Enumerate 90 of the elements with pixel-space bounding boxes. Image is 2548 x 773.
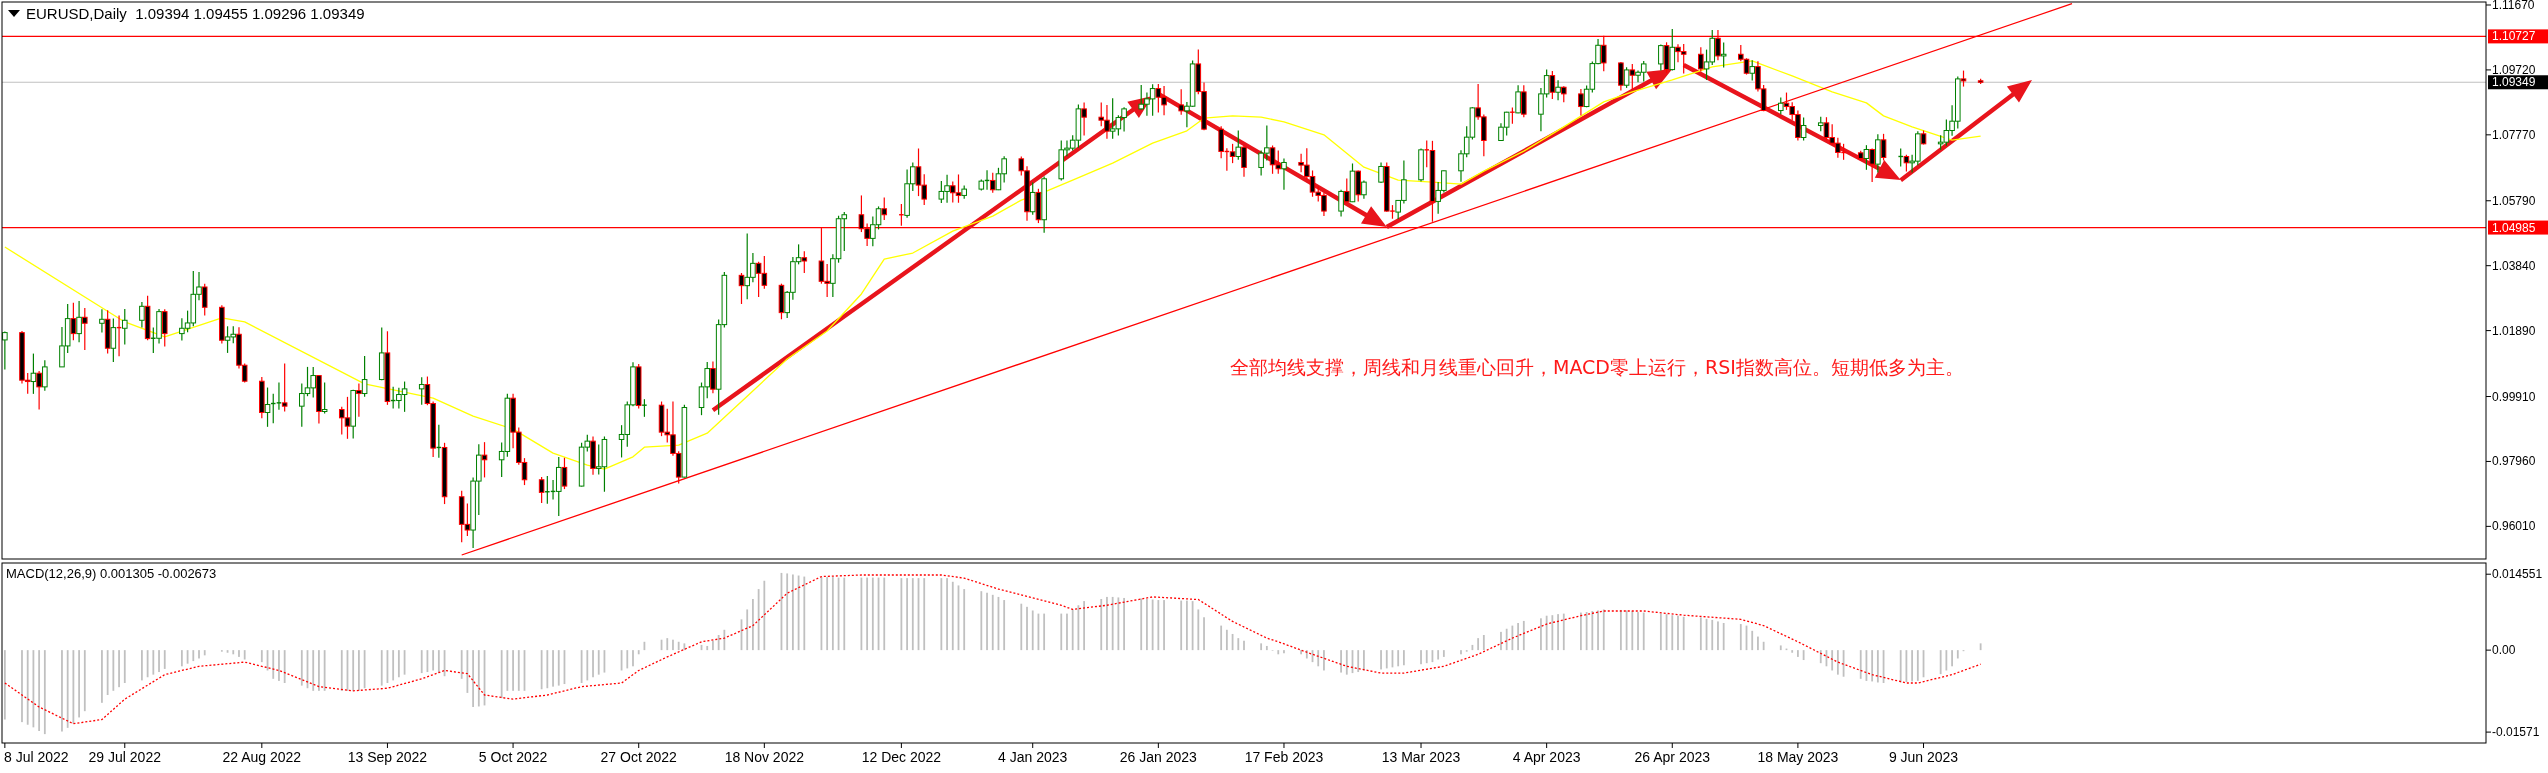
candlestick	[1361, 179, 1367, 200]
candlestick	[1800, 116, 1807, 142]
y-tick-label: 0.014551	[2492, 567, 2543, 582]
candlestick	[1863, 144, 1870, 171]
candlestick	[418, 376, 425, 406]
chart-title: EURUSD,Daily 1.09394 1.09455 1.09296 1.09349	[26, 5, 365, 22]
candlestick	[121, 308, 128, 346]
candlestick	[1658, 44, 1664, 72]
candlestick	[1549, 70, 1556, 100]
x-tick-label: 4 Apr 2023	[1512, 749, 1581, 765]
y-tick-label: 0.97960	[2492, 454, 2536, 469]
ref-line-label: 1.09349	[2492, 75, 2536, 90]
candlestick	[30, 352, 37, 395]
candlestick	[1623, 66, 1630, 89]
candlestick	[321, 381, 328, 415]
candlestick	[110, 318, 117, 363]
candlestick	[1880, 133, 1887, 162]
candlestick	[99, 308, 105, 334]
ref-line-label: 1.10727	[2492, 29, 2536, 44]
x-tick-label: 4 Jan 2023	[998, 749, 1068, 765]
candlestick	[801, 250, 808, 274]
y-tick-label: -0.01571	[2492, 725, 2540, 740]
x-tick-label: 26 Apr 2023	[1634, 749, 1711, 765]
candlestick	[1618, 61, 1624, 92]
candlestick	[881, 196, 888, 221]
x-tick-label: 26 Jan 2023	[1119, 749, 1198, 765]
line-series	[4, 60, 1982, 470]
chart-title: MACD(12,26,9) 0.001305 -0.002673	[6, 566, 217, 581]
candlestick	[1869, 147, 1875, 183]
candlestick	[1663, 41, 1670, 74]
candlestick	[161, 308, 168, 348]
candlestick	[1235, 129, 1242, 161]
candlestick	[1578, 88, 1584, 117]
ref-line-label: 1.04985	[2492, 220, 2536, 235]
candlestick	[356, 382, 362, 418]
candlestick	[82, 307, 88, 351]
x-tick-label: 18 May 2023	[1757, 749, 1839, 765]
x-tick-label: 29 Jul 2022	[88, 749, 162, 765]
y-tick-label: 0.99910	[2492, 389, 2536, 404]
candlestick	[1281, 157, 1287, 191]
candlestick	[42, 359, 48, 392]
y-tick-label: 1.01890	[2492, 323, 2536, 338]
candlestick	[2, 331, 8, 371]
candlestick	[555, 456, 562, 517]
candlestick	[36, 370, 42, 411]
candlestick	[275, 381, 282, 411]
candlestick	[561, 457, 568, 490]
candlestick	[1720, 42, 1727, 69]
candlestick	[281, 362, 288, 413]
x-tick-label: 12 Dec 2022	[861, 749, 942, 765]
candlestick	[264, 386, 271, 428]
candlestick	[710, 360, 716, 394]
y-tick-label: 1.05790	[2492, 193, 2536, 208]
x-tick-label: 18 Nov 2022	[724, 749, 805, 765]
candlestick	[1081, 101, 1087, 137]
candlestick	[989, 172, 996, 194]
candlestick	[1515, 84, 1521, 114]
x-tick-label: 8 Jul 2022	[4, 749, 69, 765]
candlestick	[1555, 79, 1561, 101]
candlestick	[139, 301, 145, 329]
candlestick	[1241, 144, 1247, 178]
candlestick	[481, 441, 488, 479]
y-tick-label: 1.09720	[2492, 62, 2536, 77]
x-tick-label: 22 Aug 2022	[222, 749, 302, 765]
x-tick-label: 13 Mar 2023	[1381, 749, 1461, 765]
candlestick	[1698, 46, 1704, 73]
annotation: 全部均线支撑，周线和月线重心回升，MACD零上运行，RSI指数高位。短期低多为主。	[1230, 356, 1964, 378]
x-tick-label: 27 Oct 2022	[600, 749, 678, 765]
y-tick-label: 0.00	[2492, 643, 2516, 658]
candlestick	[1669, 28, 1676, 72]
candlestick	[1338, 189, 1344, 218]
candlestick	[1629, 63, 1636, 90]
candlestick	[1229, 143, 1236, 164]
y-tick-label: 1.11670	[2492, 0, 2535, 12]
x-tick-label: 5 Oct 2022	[478, 749, 548, 765]
x-tick-label: 13 Sep 2022	[347, 749, 428, 765]
candlestick	[76, 300, 82, 343]
x-tick-label: 17 Feb 2023	[1244, 749, 1324, 765]
candlestick	[538, 476, 545, 504]
x-tick-label: 9 Jun 2023	[1888, 749, 1959, 765]
y-tick-label: 1.07770	[2492, 127, 2536, 142]
candlestick	[201, 283, 208, 317]
candlestick	[1521, 84, 1527, 118]
y-tick-label: 0.96010	[2492, 519, 2536, 534]
y-tick-label: 1.03840	[2492, 258, 2536, 273]
candlestick	[70, 302, 77, 341]
candlestick	[1355, 169, 1361, 203]
candlestick	[361, 355, 368, 398]
candlestick	[1749, 59, 1756, 82]
candlestick	[1178, 88, 1184, 116]
